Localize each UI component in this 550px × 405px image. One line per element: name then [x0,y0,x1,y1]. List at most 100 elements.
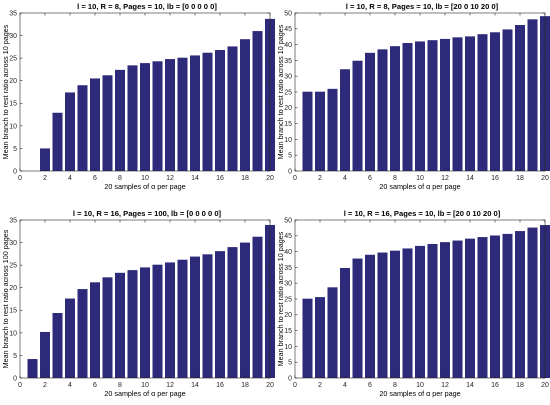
x-tick-label: 12 [166,382,174,389]
bar [390,46,400,171]
y-tick-label: 5 [288,153,292,160]
y-tick-label: 20 [284,105,292,112]
y-tick-label: 5 [13,353,17,360]
bar [227,247,238,378]
x-tick-label: 0 [18,382,22,389]
bar [340,268,350,378]
y-tick-label: 25 [284,89,292,96]
x-tick-label: 0 [18,175,22,182]
x-tick-label: 2 [43,382,47,389]
bar [65,92,75,171]
bar [52,312,63,378]
bar [190,256,200,378]
x-tick-label: 10 [416,382,424,389]
bar [515,25,525,172]
bar [52,112,63,171]
bar [215,50,225,171]
bar [115,272,125,378]
x-tick-label: 6 [368,382,372,389]
bar [440,38,450,171]
bar [215,251,225,378]
y-tick-label: 10 [9,330,17,337]
y-axis-label: Mean branch to rest ratio across 10 page… [1,24,10,159]
x-tick-label: 8 [393,382,397,389]
bar [165,262,175,378]
bar [440,242,450,378]
chart-panel-top-right: 0 2 4 6 8 10 12 14 16 18 20 0 5 10 15 20 25 30 35 40 45 50 l =… [275,0,550,198]
y-tick-label: 30 [284,74,292,81]
x-tick-label: 20 [266,175,274,182]
bar [190,55,200,172]
y-tick-label: 20 [9,78,17,85]
chart-title: l = 10, R = 8, Pages = 10, lb = [20 0 10… [346,2,499,11]
x-tick-label: 20 [541,175,549,182]
bar [127,65,138,171]
x-tick-label: 12 [166,175,174,182]
bar [90,78,100,171]
bar [465,238,475,378]
bar [240,242,250,378]
y-axis-label: Mean branch to rest ratio across 100 pag… [1,229,10,368]
bar [490,32,500,171]
bar [402,43,413,171]
bar [477,34,488,172]
bar [377,49,388,172]
y-tick-label: 10 [9,123,17,130]
bar [427,244,438,378]
chart-title: l = 10, R = 16, Pages = 100, lb = [0 0 0… [73,209,222,218]
y-tick-label: 5 [288,360,292,367]
bar [502,233,513,378]
y-tick-label: 35 [9,217,17,224]
y-tick-label: 15 [284,121,292,128]
y-tick-label: 40 [284,249,292,256]
bar [327,88,338,171]
chart-panel-top-left: 0 2 4 6 8 10 12 14 16 18 20 0 5 10 15 20 25 30 35 l = 10, R… [0,0,275,198]
x-tick-label: 10 [141,175,149,182]
x-tick-label: 8 [118,175,122,182]
y-tick-label: 15 [9,101,17,108]
bar [177,57,188,171]
y-tick-label: 0 [288,168,292,175]
x-axis-label: 20 samples of α per page [104,182,185,191]
y-tick-label: 0 [288,375,292,382]
bar [452,240,463,378]
bar [352,60,363,171]
bar [202,52,213,171]
bar [302,91,313,171]
y-tick-label: 5 [13,146,17,153]
bar [90,282,100,378]
x-tick-label: 0 [293,382,297,389]
y-tick-label: 30 [9,240,17,247]
y-tick-label: 35 [9,10,17,17]
x-tick-label: 14 [191,382,199,389]
bar [227,46,238,171]
bar [152,264,163,378]
y-axis-label: Mean branch to rest ratio across 10 page… [276,24,285,159]
x-tick-label: 0 [293,175,297,182]
x-tick-label: 2 [318,175,322,182]
bar [102,75,113,171]
x-tick-label: 14 [191,175,199,182]
bar [252,236,263,378]
x-tick-label: 20 [266,382,274,389]
bar [40,148,50,171]
bar-chart: 0 2 4 6 8 10 12 14 16 18 20 0 5 10 15 20 25 30 35 l = 10, R… [1,2,275,191]
x-tick-label: 14 [466,175,474,182]
y-tick-label: 35 [284,58,292,65]
bar [115,69,125,171]
bar [477,237,488,378]
x-tick-label: 8 [118,382,122,389]
x-tick-label: 10 [141,382,149,389]
bar [77,85,88,171]
x-tick-label: 6 [368,175,372,182]
bar [315,297,325,378]
bar [377,252,388,378]
x-tick-label: 20 [541,382,549,389]
y-tick-label: 15 [9,308,17,315]
y-tick-label: 25 [284,296,292,303]
bar [465,36,475,171]
y-tick-label: 10 [284,344,292,351]
x-tick-label: 10 [416,175,424,182]
x-tick-label: 18 [516,175,524,182]
bar [352,258,363,378]
